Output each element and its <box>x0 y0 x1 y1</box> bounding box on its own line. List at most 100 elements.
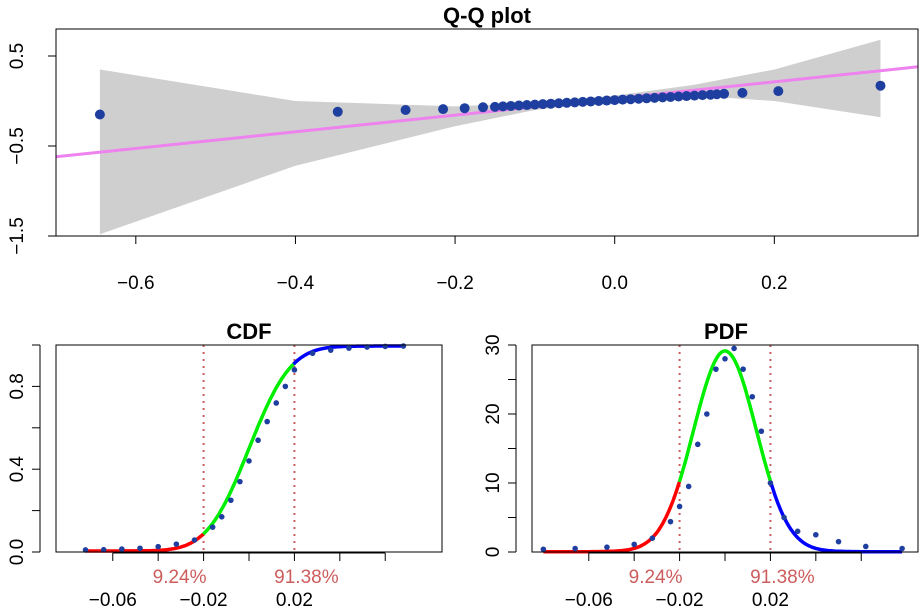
cdf-x-tick-label: −0.06 <box>89 590 137 608</box>
cdf-point <box>228 497 234 504</box>
pdf-point <box>767 480 774 486</box>
cdf-point <box>100 546 107 553</box>
cdf-point <box>119 546 125 552</box>
cdf-point <box>82 547 89 553</box>
cdf-point <box>327 347 334 353</box>
qq-point <box>400 105 411 115</box>
qq-point <box>641 93 652 104</box>
cdf-panel: CDF −0.06 −0.02 0.02 0.0 0.4 0.8 9.24% 91.38… <box>7 319 443 608</box>
pdf-x-tick-label: 0.02 <box>752 590 789 608</box>
qq-confidence-band <box>99 39 881 235</box>
qq-point <box>633 93 644 104</box>
cdf-point <box>246 458 252 464</box>
qq-x-tick-label: 0.2 <box>761 273 787 294</box>
qq-point <box>665 91 676 102</box>
cdf-point <box>273 400 280 406</box>
cdf-point <box>218 514 225 520</box>
qq-point <box>529 99 540 110</box>
qq-point <box>505 100 516 111</box>
cdf-point <box>255 437 261 444</box>
cdf-point <box>400 343 407 349</box>
pdf-point <box>694 441 701 448</box>
pdf-point <box>604 544 610 550</box>
cdf-curve-group <box>85 344 404 553</box>
pdf-x-tick-label: −0.06 <box>565 590 613 608</box>
cdf-point <box>191 537 198 543</box>
pdf-thresholds-group <box>678 345 772 552</box>
qq-point <box>601 95 612 106</box>
cdf-point <box>173 541 180 547</box>
pdf-y-tick-label: 10 <box>483 472 504 493</box>
qq-points-group <box>94 80 886 120</box>
pdf-point <box>862 543 869 550</box>
pdf-point <box>813 531 819 538</box>
pdf-point <box>667 518 674 525</box>
pdf-panel: PDF −0.06 −0.02 0.02 0 10 20 30 9.24% 91.38% <box>483 319 919 608</box>
cdf-point <box>291 367 298 373</box>
pdf-y-tick-label: 30 <box>483 334 504 355</box>
qq-point <box>737 87 748 98</box>
cdf-point <box>264 418 270 425</box>
pdf-point <box>713 366 719 372</box>
pdf-point <box>722 356 728 362</box>
pdf-threshold-label-lower: 9.24% <box>629 567 683 588</box>
qq-confidence-band-group <box>99 39 881 235</box>
cdf-x-tick-label: 0.02 <box>276 590 313 608</box>
pdf-point <box>631 541 637 548</box>
cdf-threshold-label-upper: 91.38% <box>274 567 339 588</box>
pdf-point <box>685 483 692 490</box>
cdf-point <box>237 478 243 485</box>
cdf-threshold-label-lower: 9.24% <box>153 567 207 588</box>
qq-point <box>609 95 620 106</box>
pdf-curve-lower-tail <box>543 481 682 554</box>
cdf-point <box>137 545 143 552</box>
pdf-point <box>649 535 656 541</box>
qq-point <box>711 89 722 100</box>
qq-reference-line <box>55 65 919 159</box>
cdf-title: CDF <box>226 319 271 344</box>
cdf-y-tick-label: 0.8 <box>7 373 28 399</box>
qq-point <box>625 94 636 105</box>
qq-point <box>438 104 449 115</box>
pdf-point <box>835 538 842 545</box>
pdf-point <box>740 366 746 372</box>
cdf-x-axis: −0.06 −0.02 0.02 <box>89 552 386 608</box>
qq-x-axis: −0.6 −0.4 −0.2 0.0 0.2 <box>117 235 788 294</box>
qq-point <box>545 98 556 109</box>
pdf-x-axis: −0.06 −0.02 0.02 <box>565 552 862 608</box>
qq-point <box>537 99 548 110</box>
pdf-plot-frame <box>531 344 919 553</box>
pdf-y-tick-label: 20 <box>483 403 504 424</box>
cdf-point <box>309 350 316 357</box>
qq-title: Q-Q plot <box>443 3 532 28</box>
qq-point <box>513 100 524 111</box>
pdf-title: PDF <box>704 319 748 344</box>
qq-point <box>681 91 692 102</box>
pdf-point <box>899 545 905 552</box>
qq-point <box>553 98 564 109</box>
qq-y-tick-label: −1.5 <box>7 217 28 255</box>
pdf-y-axis: 0 10 20 30 <box>483 334 517 557</box>
qq-x-tick-label: −0.6 <box>117 273 155 294</box>
qq-point <box>332 106 343 117</box>
pdf-threshold-label-upper: 91.38% <box>750 567 815 588</box>
qq-x-tick-label: −0.4 <box>277 273 315 294</box>
qq-x-tick-label: −0.2 <box>436 273 474 294</box>
cdf-points-group <box>82 343 407 553</box>
qq-x-tick-label: 0.0 <box>601 273 627 294</box>
cdf-curve-body <box>202 361 297 536</box>
qq-point <box>569 97 580 108</box>
pdf-point <box>794 528 801 535</box>
pdf-point <box>704 411 710 417</box>
cdf-point <box>346 345 352 351</box>
qq-y-tick-label: 0.5 <box>7 43 28 69</box>
pdf-x-tick-label: −0.02 <box>656 590 704 608</box>
pdf-points-group <box>540 345 905 553</box>
qq-y-tick-label: −0.5 <box>7 127 28 165</box>
qq-point <box>689 90 700 101</box>
cdf-point <box>382 343 389 350</box>
qq-point <box>521 100 532 111</box>
pdf-point <box>781 514 787 521</box>
qq-point <box>773 86 784 97</box>
